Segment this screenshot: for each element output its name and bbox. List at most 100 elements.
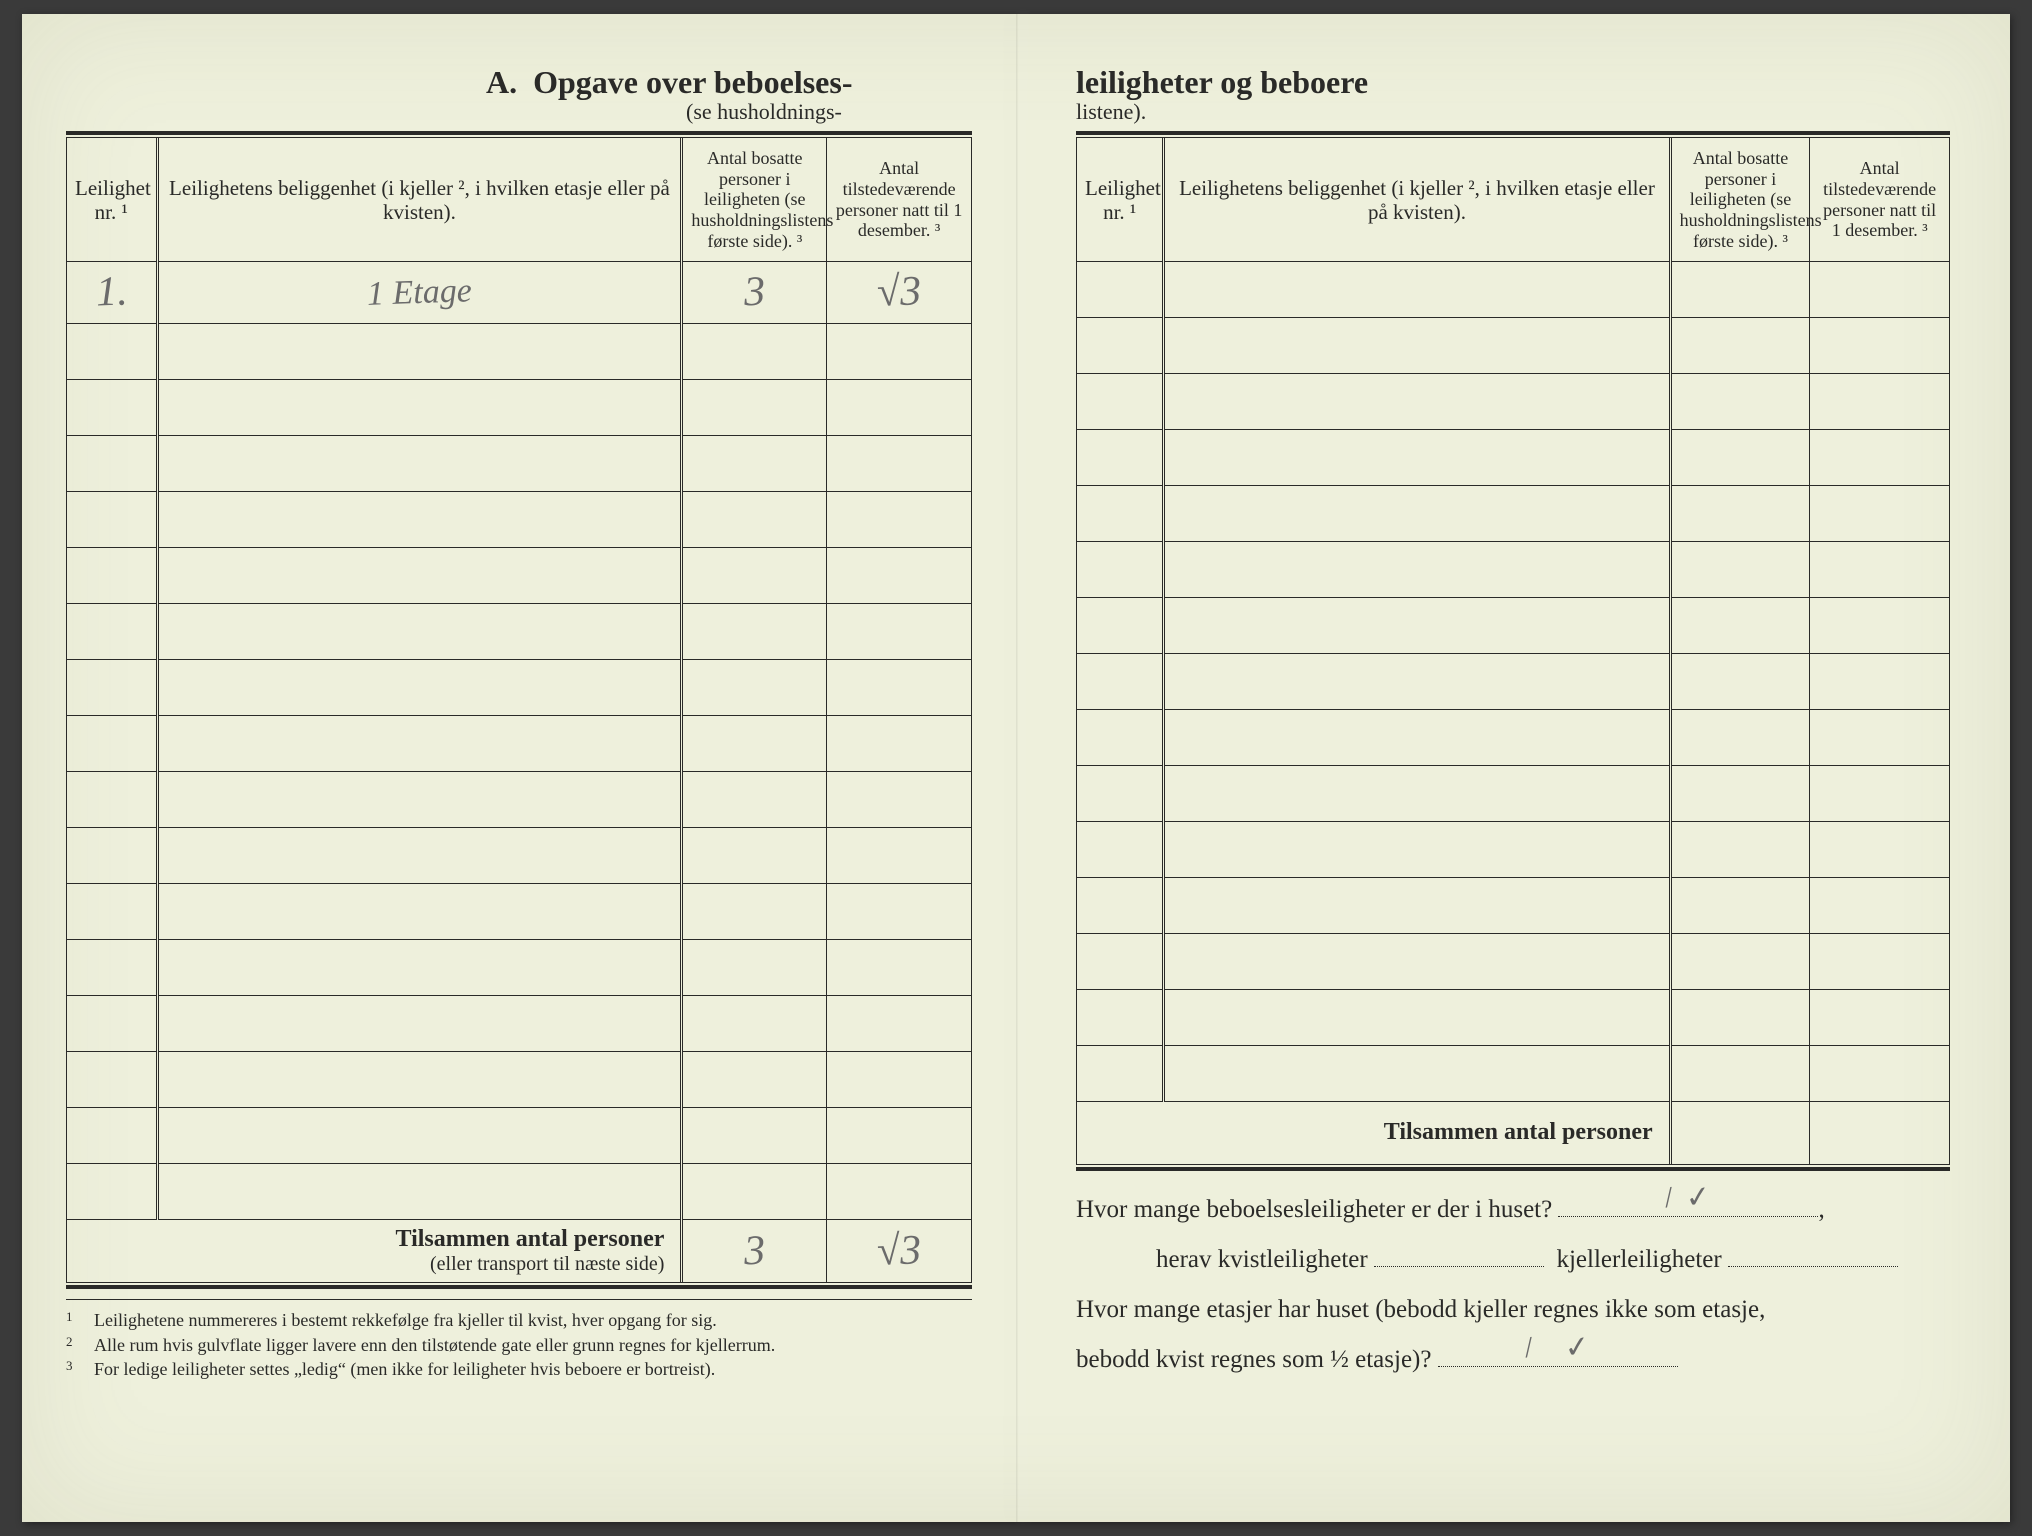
title-right: leiligheter og beboere [1076,64,1368,101]
table-cell [157,435,682,491]
table-cell [827,939,972,995]
table-cell [1164,262,1670,318]
table-cell [67,827,158,883]
table-cell [1670,654,1810,710]
table-cell [682,1163,827,1219]
col-header-a: Antal bosatte personer i leiligheten (se… [682,138,827,262]
table-cell [1810,654,1950,710]
bottom-rule-left [66,1282,972,1289]
table-cell [827,1163,972,1219]
table-cell [1164,430,1670,486]
table-cell [1164,318,1670,374]
table-cell [827,435,972,491]
table-cell [682,1107,827,1163]
table-cell [67,491,158,547]
table-cell [1810,710,1950,766]
table-row [67,1107,972,1163]
table-row [67,883,972,939]
totals-right-a [1670,1102,1810,1164]
table-cell [1164,598,1670,654]
table-cell [1670,598,1810,654]
totals-row-right: Tilsammen antal personer [1077,1102,1950,1164]
table-cell [1077,822,1164,878]
left-page: A. Opgave over beboelses- (se husholdnin… [22,14,1016,1522]
table-cell: 1 Etage [157,262,682,323]
table-cell [1077,934,1164,990]
table-cell [827,827,972,883]
table-cell: 1. [67,262,158,323]
footnote-2: 2Alle rum hvis gulvflate ligger lavere e… [66,1333,972,1357]
table-cell [1810,430,1950,486]
table-cell [1670,822,1810,878]
table-cell [67,379,158,435]
table-cell [682,491,827,547]
table-cell [1670,990,1810,1046]
table-cell [682,1051,827,1107]
table-cell [682,995,827,1051]
table-cell [1670,374,1810,430]
table-row [67,379,972,435]
table-cell [1077,990,1164,1046]
table-right: Leilighet nr. ¹ Leilighetens beliggenhet… [1076,138,1950,1164]
col-header-b: Antal tilstedeværende personer natt til … [827,138,972,262]
table-cell [1164,766,1670,822]
totals-left-b: √3 [827,1219,972,1282]
table-cell [827,659,972,715]
table-row [1077,598,1950,654]
table-cell [1810,878,1950,934]
table-cell [1077,374,1164,430]
table-cell [1164,990,1670,1046]
table-cell [1670,318,1810,374]
table-cell [682,659,827,715]
table-row [67,547,972,603]
footnote-1: 1Leilighetene nummereres i bestemt rekke… [66,1308,972,1332]
footnotes: 1Leilighetene nummereres i bestemt rekke… [66,1299,972,1381]
table-cell [157,659,682,715]
table-cell [1077,710,1164,766]
table-cell [1164,934,1670,990]
table-cell [682,827,827,883]
table-cell [67,715,158,771]
table-cell [157,1163,682,1219]
table-row [1077,934,1950,990]
table-cell [1810,486,1950,542]
table-row [1077,990,1950,1046]
table-row [67,939,972,995]
table-cell [1164,1046,1670,1102]
subtitle-right: listene). [1076,99,1950,125]
table-cell [1077,262,1164,318]
table-cell [1077,542,1164,598]
table-row [67,1163,972,1219]
bottom-rule-right [1076,1164,1950,1171]
title-row-left: A. Opgave over beboelses- [66,64,972,101]
table-row [67,995,972,1051]
table-cell [1670,1046,1810,1102]
table-cell [682,435,827,491]
table-cell [157,603,682,659]
top-rule-right [1076,131,1950,138]
table-row [67,1051,972,1107]
table-row [1077,486,1950,542]
table-row [67,771,972,827]
question-1: Hvor mange beboelsesleiligheter er der i… [1076,1185,1950,1235]
table-cell [1077,430,1164,486]
table-cell [1670,710,1810,766]
table-cell [1810,598,1950,654]
table-cell [67,995,158,1051]
table-cell [1670,766,1810,822]
table-row [1077,766,1950,822]
table-cell [67,603,158,659]
col-header-nr: Leilighet nr. ¹ [67,138,158,262]
table-row [67,715,972,771]
table-cell [67,1107,158,1163]
table-row [1077,430,1950,486]
table-cell [157,379,682,435]
table-row [1077,374,1950,430]
table-cell [67,547,158,603]
totals-label: Tilsammen antal personer [73,1226,664,1254]
table-cell [682,883,827,939]
totals-row-left: Tilsammen antal personer (eller transpor… [67,1219,972,1282]
table-cell [1670,878,1810,934]
questions-block: Hvor mange beboelsesleiligheter er der i… [1076,1185,1950,1385]
table-cell [1164,878,1670,934]
